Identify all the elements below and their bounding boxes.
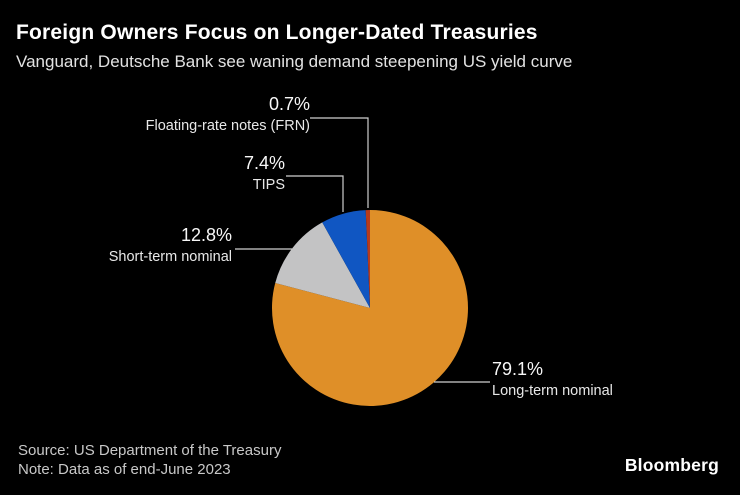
callout-value: 79.1% <box>492 359 544 379</box>
pie-slice-tips <box>322 210 370 308</box>
callout-value: 0.7% <box>268 94 310 114</box>
chart-footer: Source: US Department of the Treasury No… <box>18 441 281 479</box>
bloomberg-logo: Bloomberg <box>624 455 719 475</box>
leader-line-tips-icon <box>286 175 344 212</box>
leader-line-frn-icon <box>310 117 369 208</box>
pie-slice-short-term-nominal <box>275 222 370 308</box>
pie-slice-floating-rate-notes-frn <box>365 209 370 308</box>
callout-floating-rate-notes: 0.7% Floating-rate notes (FRN) <box>146 93 310 135</box>
callout-label: TIPS <box>252 177 285 193</box>
chart-title: Foreign Owners Focus on Longer-Dated Tre… <box>16 21 538 44</box>
callout-label: Short-term nominal <box>108 249 232 265</box>
callout-value: 12.8% <box>180 225 232 245</box>
note-line: Note: Data as of end-June 2023 <box>18 461 231 478</box>
callout-long-term-nominal: 79.1% Long-term nominal <box>492 358 613 400</box>
leader-lines <box>235 117 490 383</box>
pie-slice-long-term-nominal <box>271 210 468 407</box>
chart-header: Foreign Owners Focus on Longer-Dated Tre… <box>16 21 572 72</box>
pie-slices <box>271 209 468 407</box>
callout-label: Floating-rate notes (FRN) <box>145 118 310 134</box>
callout-label: Long-term nominal <box>492 383 613 399</box>
callout-tips: 7.4% TIPS <box>244 152 285 194</box>
chart-subtitle: Vanguard, Deutsche Bank see waning deman… <box>16 52 573 71</box>
source-line: Source: US Department of the Treasury <box>18 442 282 459</box>
callout-short-term-nominal: 12.8% Short-term nominal <box>109 224 232 266</box>
callout-value: 7.4% <box>243 153 285 173</box>
